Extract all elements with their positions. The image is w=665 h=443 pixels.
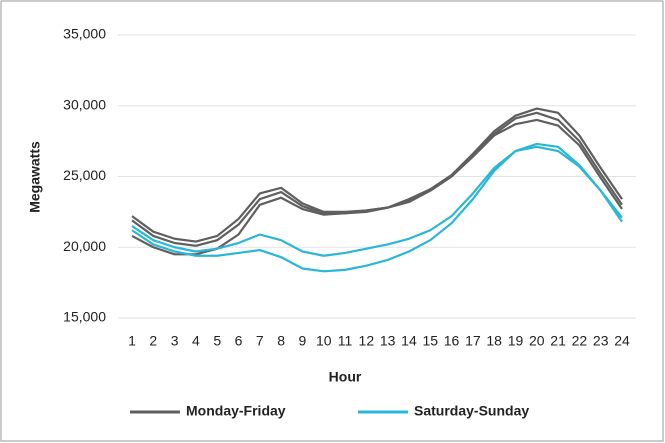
- x-tick-label: 16: [444, 333, 460, 349]
- x-tick-label: 14: [401, 333, 417, 349]
- x-tick-label: 17: [465, 333, 481, 349]
- y-tick-label: 20,000: [63, 238, 106, 254]
- x-tick-label: 4: [192, 333, 200, 349]
- x-tick-label: 9: [299, 333, 307, 349]
- x-tick-label: 23: [593, 333, 609, 349]
- x-tick-label: 22: [572, 333, 588, 349]
- x-tick-label: 7: [256, 333, 264, 349]
- x-tick-label: 3: [171, 333, 179, 349]
- y-tick-label: 35,000: [63, 26, 106, 42]
- x-tick-label: 20: [529, 333, 545, 349]
- x-tick-label: 1: [128, 333, 136, 349]
- x-tick-label: 5: [213, 333, 221, 349]
- series-line: [131, 142, 623, 257]
- y-axis-title: Megawatts: [27, 141, 43, 213]
- x-tick-label: 21: [550, 333, 566, 349]
- series-line: [131, 145, 623, 273]
- x-tick-label: 6: [235, 333, 243, 349]
- x-tick-label: 19: [508, 333, 524, 349]
- x-tick-label: 10: [316, 333, 332, 349]
- y-tick-label: 25,000: [63, 167, 106, 183]
- x-tick-label: 18: [486, 333, 502, 349]
- x-tick-label: 12: [359, 333, 375, 349]
- x-tick-label: 2: [149, 333, 157, 349]
- x-axis-title: Hour: [329, 369, 362, 385]
- x-tick-label: 13: [380, 333, 396, 349]
- x-tick-label: 24: [614, 333, 630, 349]
- x-tick-label: 11: [338, 333, 353, 349]
- legend-label: Monday-Friday: [186, 403, 286, 419]
- x-tick-label: 15: [422, 333, 438, 349]
- y-tick-label: 15,000: [63, 309, 106, 325]
- y-tick-label: 30,000: [63, 96, 106, 112]
- legend-label: Saturday-Sunday: [414, 403, 529, 419]
- x-tick-label: 8: [277, 333, 285, 349]
